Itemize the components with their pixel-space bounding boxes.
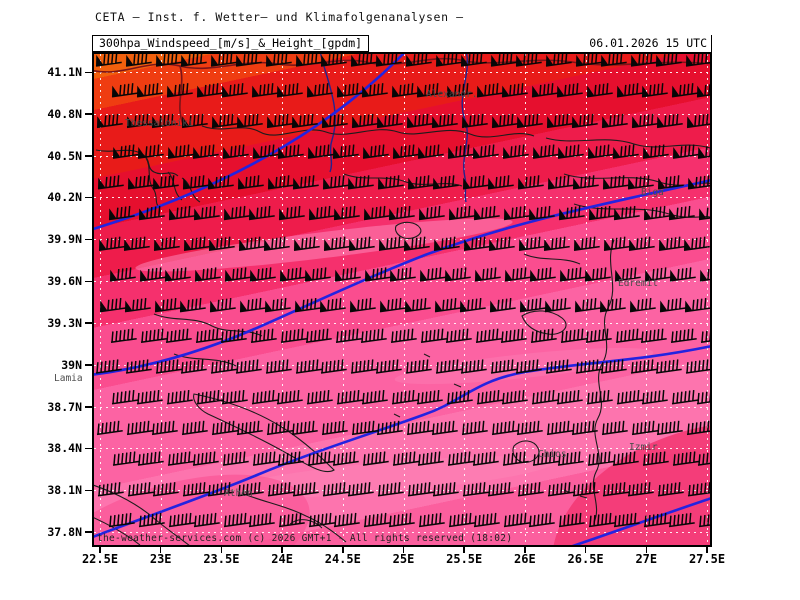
x-axis-tick <box>706 547 708 553</box>
x-axis-label: 25E <box>392 552 415 566</box>
city-label: Lamia <box>54 373 83 384</box>
latitude-gridline <box>94 281 710 283</box>
x-axis-label: 26E <box>514 552 536 566</box>
city-label: Izmir <box>629 442 658 453</box>
x-axis-label: 23.5E <box>203 552 240 566</box>
y-axis-tick <box>85 71 92 73</box>
x-axis-tick <box>220 547 223 553</box>
wind-barb-layer <box>94 54 710 545</box>
x-axis-label: 23E <box>149 552 172 566</box>
y-axis-label: 38.7N <box>47 399 82 414</box>
y-axis-label: 41.1N <box>47 65 82 79</box>
x-axis-tick <box>99 547 101 553</box>
city-label: Chios <box>538 449 567 460</box>
x-axis-tick <box>645 547 648 553</box>
y-axis-tick <box>85 238 92 241</box>
y-axis-label: 40.2N <box>47 190 82 205</box>
latitude-gridline <box>94 322 710 324</box>
latitude-gridline <box>94 364 710 366</box>
x-axis-label: 24E <box>271 552 293 566</box>
x-axis-tick <box>463 547 465 553</box>
x-axis-label: 22.5E <box>81 552 119 566</box>
y-axis-tick <box>85 489 92 492</box>
coastline <box>592 239 615 523</box>
y-axis-label: 39N <box>61 357 82 372</box>
latitude-gridline <box>94 531 710 533</box>
longitude-gridline <box>707 54 708 545</box>
longitude-gridline <box>403 54 405 545</box>
river-line <box>461 54 468 203</box>
coastline <box>193 393 335 472</box>
city-label: Alexandr. <box>426 89 478 100</box>
y-axis-tick <box>85 531 92 533</box>
height-contour-line <box>94 345 710 538</box>
coastline <box>394 221 422 239</box>
river-line <box>320 54 336 173</box>
x-axis-label: 25.5E <box>446 552 483 566</box>
height-contour-line <box>94 179 710 376</box>
latitude-gridline <box>94 113 710 115</box>
product-title: 300hpa_Windspeed_[m/s]_&_Height_[gpdm] <box>92 35 370 52</box>
y-axis-label: 38.4N <box>47 441 82 456</box>
y-axis-label: 39.3N <box>47 315 82 330</box>
longitude-gridline <box>282 54 284 545</box>
longitude-gridline <box>342 54 344 545</box>
country-border-line <box>179 65 185 127</box>
city-label: Edremit <box>618 278 659 289</box>
longitude-gridline <box>585 54 587 545</box>
copyright-text: the-weather-services.com (c) 2026 GMT+1 … <box>97 533 513 544</box>
y-axis-tick <box>85 280 92 283</box>
coastline <box>393 353 588 499</box>
latitude-gridline <box>94 197 710 199</box>
x-axis-label: 27.5E <box>688 552 726 566</box>
city-label: Thessaloniki <box>125 118 194 129</box>
y-axis-tick <box>85 322 92 324</box>
x-axis-tick <box>524 547 526 553</box>
x-axis-tick <box>402 547 405 553</box>
x-axis-tick <box>584 547 587 553</box>
y-axis-tick <box>85 406 92 408</box>
y-axis-tick <box>85 155 92 157</box>
coastline <box>201 125 535 138</box>
latitude-gridline <box>94 72 710 73</box>
y-axis-label: 40.5N <box>47 148 82 163</box>
latitude-gridline <box>94 406 710 408</box>
city-label: Athen <box>224 488 253 499</box>
x-axis-label: 26.5E <box>567 552 604 566</box>
y-axis-tick <box>85 447 92 450</box>
coastline <box>95 149 201 209</box>
y-axis-tick <box>85 113 92 115</box>
x-axis-tick <box>281 547 283 553</box>
y-axis-label: 39.9N <box>47 232 82 247</box>
y-axis-label: 40.8N <box>47 106 82 121</box>
coastline <box>521 310 567 335</box>
city-label: Biga <box>641 187 664 198</box>
map-plot-area: the-weather-services.com (c) 2026 GMT+1 … <box>92 52 712 547</box>
wind-barb-strokes <box>95 54 710 528</box>
x-axis-label: 24.5E <box>324 552 361 566</box>
institute-title: CETA – Inst. f. Wetter– und Klimafolgena… <box>95 10 464 24</box>
y-axis-tick <box>85 364 92 366</box>
height-contour-line <box>94 54 405 231</box>
latitude-gridline <box>94 490 710 492</box>
valid-datetime: 06.01.2026 15 UTC <box>589 36 707 50</box>
longitude-gridline <box>100 54 101 545</box>
y-axis-label: 38.1N <box>47 483 82 498</box>
longitude-gridline <box>524 54 526 545</box>
x-axis-tick <box>159 547 162 553</box>
product-title-bar: 300hpa_Windspeed_[m/s]_&_Height_[gpdm] 0… <box>92 35 712 52</box>
y-axis-label: 37.8N <box>47 524 82 539</box>
longitude-gridline <box>464 54 466 545</box>
latitude-gridline <box>94 239 710 241</box>
longitude-gridline <box>221 54 223 545</box>
x-axis-label: 27E <box>635 552 658 566</box>
y-axis-tick <box>85 196 92 199</box>
y-axis-label: 39.6N <box>47 274 82 289</box>
latitude-gridline <box>94 448 710 450</box>
x-axis-tick <box>342 547 344 553</box>
longitude-gridline <box>160 54 162 545</box>
